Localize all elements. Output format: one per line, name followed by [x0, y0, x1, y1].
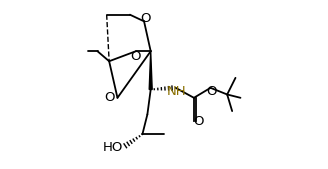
Text: O: O	[206, 86, 216, 99]
Text: O: O	[140, 11, 151, 25]
Text: HO: HO	[102, 141, 123, 154]
Text: NH: NH	[167, 86, 186, 99]
Text: O: O	[131, 50, 141, 63]
Text: O: O	[104, 91, 114, 104]
Polygon shape	[149, 51, 152, 90]
Text: O: O	[193, 115, 203, 128]
